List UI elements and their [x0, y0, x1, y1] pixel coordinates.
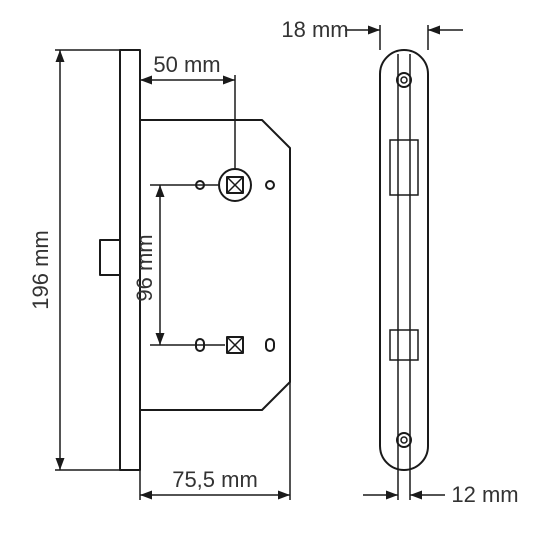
dim-12: 12 mm	[451, 482, 518, 507]
bolt-aperture	[390, 330, 418, 360]
faceplate-outer	[380, 50, 428, 470]
lock-body	[140, 120, 290, 410]
dim-75-5: 75,5 mm	[172, 467, 258, 492]
dimensions: 196 mm 50 mm 96 mm 75,5 mm 18 mm 12 mm	[28, 17, 519, 507]
screw-hole-top	[397, 73, 411, 87]
screw-hole-bottom	[397, 433, 411, 447]
side-view	[380, 50, 428, 470]
dim-50: 50 mm	[153, 52, 220, 77]
fixing-hole	[266, 181, 274, 189]
slot-hole	[266, 339, 274, 351]
latch-aperture	[390, 140, 418, 195]
front-view	[100, 50, 290, 470]
latch-bolt	[100, 240, 120, 275]
dim-196: 196 mm	[28, 230, 53, 309]
dim-18: 18 mm	[281, 17, 348, 42]
lock-dimension-diagram: 196 mm 50 mm 96 mm 75,5 mm 18 mm 12 mm	[0, 0, 551, 551]
dim-96: 96 mm	[132, 234, 157, 301]
